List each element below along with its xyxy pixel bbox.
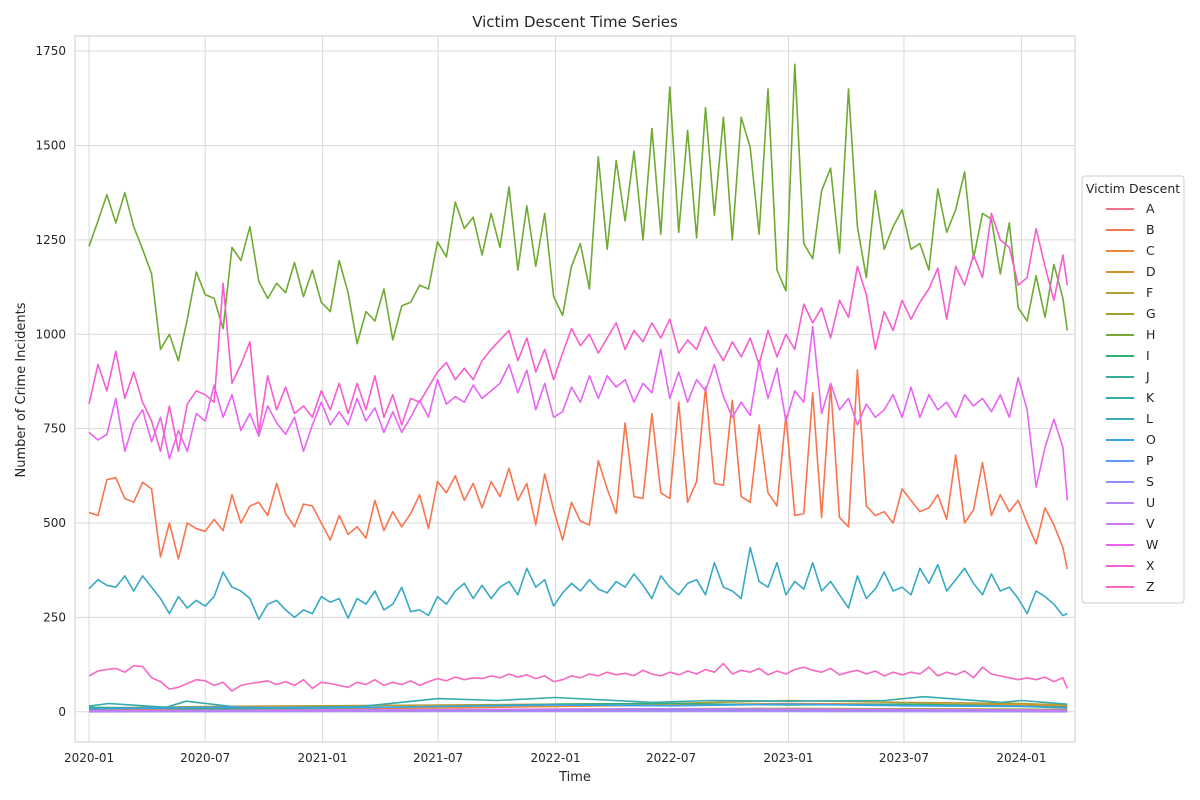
legend-label-f: F <box>1146 285 1153 300</box>
y-tick-label: 1750 <box>35 44 66 58</box>
y-tick-label: 500 <box>43 516 66 530</box>
series-layer <box>88 63 1069 713</box>
legend-label-x: X <box>1146 558 1155 573</box>
legend-label-v: V <box>1146 516 1155 531</box>
x-tick-label: 2022-07 <box>646 751 696 765</box>
legend-label-k: K <box>1146 390 1155 405</box>
series-line-z <box>88 662 1069 692</box>
legend-label-l: L <box>1146 411 1153 426</box>
x-tick-label: 2023-07 <box>879 751 929 765</box>
series-line-b <box>88 369 1069 570</box>
legend-label-w: W <box>1146 537 1158 552</box>
series-line-l <box>88 546 1068 621</box>
x-tick-label: 2021-01 <box>298 751 348 765</box>
series-line-w <box>88 325 1069 501</box>
legend-box <box>1081 175 1185 604</box>
axis-ticks: 2020-01 2020-07 2021-01 2021-07 2022-01 2022-… <box>35 44 1046 765</box>
x-tick-label: 2020-07 <box>180 751 230 765</box>
x-tick-label: 2022-01 <box>530 751 580 765</box>
y-tick-label: 1250 <box>35 233 66 247</box>
y-tick-label: 250 <box>43 610 66 624</box>
series-line-v <box>88 707 1068 712</box>
y-tick-label: 750 <box>43 422 66 436</box>
y-axis-label: Number of Crime Incidents <box>14 302 29 477</box>
series-line-o <box>88 703 1068 710</box>
legend-label-g: G <box>1146 306 1156 321</box>
plot-area <box>74 35 1076 743</box>
legend-label-p: P <box>1146 453 1154 468</box>
series-line-x <box>88 212 1069 453</box>
legend-label-d: D <box>1146 264 1156 279</box>
legend-label-j: J <box>1145 369 1150 384</box>
legend-label-a: A <box>1146 201 1155 216</box>
legend-label-h: H <box>1146 327 1155 342</box>
legend-label-u: U <box>1146 495 1155 510</box>
y-tick-label: 0 <box>58 705 66 719</box>
y-tick-label: 1500 <box>35 138 66 152</box>
legend-label-i: I <box>1146 348 1150 363</box>
legend-label-c: C <box>1146 243 1155 258</box>
legend-label-o: O <box>1146 432 1156 447</box>
y-tick-label: 1000 <box>35 327 66 341</box>
legend-label-z: Z <box>1146 579 1155 594</box>
x-tick-label: 2024-01 <box>996 751 1046 765</box>
x-tick-label: 2020-01 <box>64 751 114 765</box>
chart-title: Victim Descent Time Series <box>472 13 678 31</box>
legend-label-b: B <box>1146 222 1155 237</box>
plot-frame <box>74 35 1076 743</box>
x-tick-label: 2023-01 <box>763 751 813 765</box>
series-line-k <box>88 695 1068 709</box>
x-tick-label: 2021-07 <box>413 751 463 765</box>
legend-title: Victim Descent <box>1086 181 1180 196</box>
series-line-h <box>88 63 1069 362</box>
x-axis-label: Time <box>558 770 591 785</box>
legend-label-s: S <box>1146 474 1154 489</box>
